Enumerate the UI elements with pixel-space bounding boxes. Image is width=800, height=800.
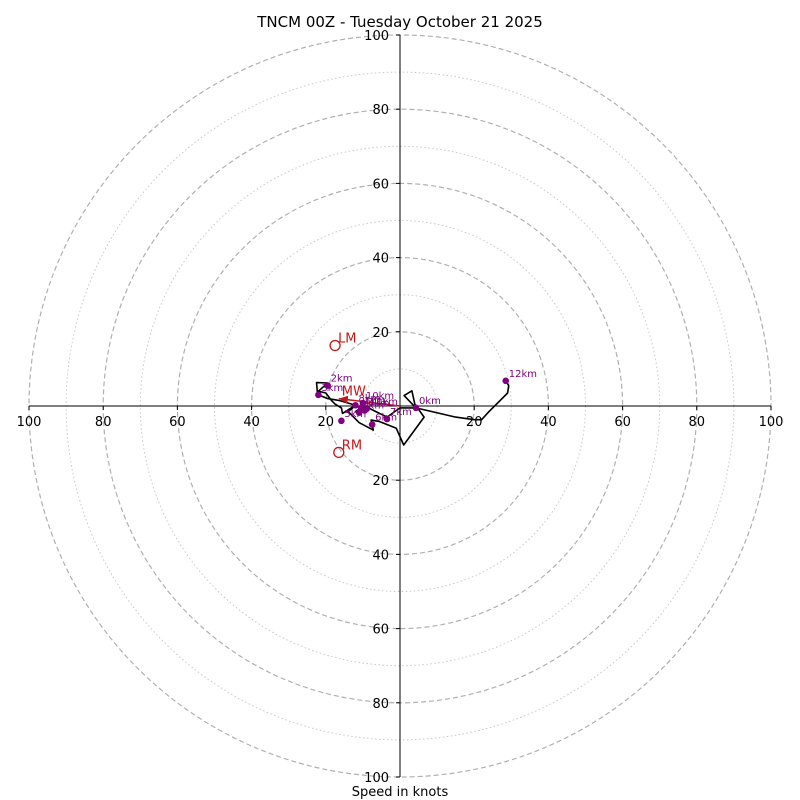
chart-title: TNCM 00Z - Tuesday October 21 2025 xyxy=(256,13,543,31)
height-label-4km: 4km xyxy=(368,398,390,409)
height-marker-7km xyxy=(383,415,391,423)
height-label-9km: 9km xyxy=(362,401,384,412)
y-tick-label: 40 xyxy=(372,548,389,563)
x-tick-label: 20 xyxy=(318,415,335,430)
mean-wind-arrowhead xyxy=(338,395,349,404)
height-marker-5km xyxy=(338,417,345,425)
height-markers: 0km1km2km3km4km5km6km7km8km9km10km11km12… xyxy=(315,369,537,428)
x-tick-label: 60 xyxy=(169,415,186,430)
x-tick-label: 40 xyxy=(540,415,557,430)
tick-labels: 100 80 60 40 20 20 40 60 80 100 20 40 60 80 100 20 40 60 8… xyxy=(17,29,784,786)
height-marker-11km xyxy=(363,405,370,413)
height-marker-6km xyxy=(368,421,376,428)
y-tick-label: 60 xyxy=(372,177,389,192)
height-label-1km: 1km xyxy=(364,396,386,407)
height-label-3km: 3km xyxy=(321,383,343,394)
height-label-8km: 8km xyxy=(358,393,380,404)
y-tick-label: 40 xyxy=(372,252,389,267)
height-marker-10km xyxy=(359,399,367,407)
mean-wind-arrow-group xyxy=(338,395,401,407)
hodograph-trace-group xyxy=(315,380,510,446)
y-tick-label: 20 xyxy=(372,326,389,341)
x-tick-label: 80 xyxy=(95,415,112,430)
x-tick-label: 40 xyxy=(243,415,260,430)
y-tick-label: 100 xyxy=(364,29,389,44)
height-marker-3km xyxy=(315,391,322,399)
y-tick-label: 80 xyxy=(372,103,389,118)
x-tick-label: 100 xyxy=(759,415,784,430)
storm-marker-LM xyxy=(329,339,341,352)
x-tick-label: 100 xyxy=(17,415,42,430)
mean-wind-arrow xyxy=(338,397,401,407)
storm-label-RM: RM xyxy=(342,438,362,453)
height-label-12km: 12km xyxy=(509,369,537,380)
height-label-2km: 2km xyxy=(331,374,353,385)
y-tick-label: 60 xyxy=(372,623,389,638)
height-label-5km: 5km xyxy=(344,409,366,420)
hodograph-trace xyxy=(315,380,510,446)
storm-label-MW: MW xyxy=(342,385,366,400)
storm-marker-RM xyxy=(333,446,345,459)
y-tick-label: 100 xyxy=(364,771,389,786)
height-marker-12km xyxy=(502,377,510,385)
x-tick-label: 60 xyxy=(614,415,631,430)
x-tick-label: 20 xyxy=(466,415,483,430)
x-axis-label: Speed in knots xyxy=(352,785,449,800)
height-label-7km: 7km xyxy=(390,407,412,418)
y-tick-label: 20 xyxy=(372,474,389,489)
y-tick-label: 80 xyxy=(372,697,389,712)
height-label-10km: 10km xyxy=(366,391,394,402)
x-tick-label: 80 xyxy=(689,415,706,430)
height-marker-8km xyxy=(352,401,359,409)
height-label-11km: 11km xyxy=(370,397,398,408)
storm-motion-markers: LM RM MW xyxy=(329,332,366,459)
height-label-0km: 0km xyxy=(419,396,441,407)
height-marker-2km xyxy=(324,382,331,389)
storm-label-LM: LM xyxy=(338,332,356,347)
height-marker-0km xyxy=(412,404,420,412)
height-marker-9km xyxy=(355,409,363,416)
